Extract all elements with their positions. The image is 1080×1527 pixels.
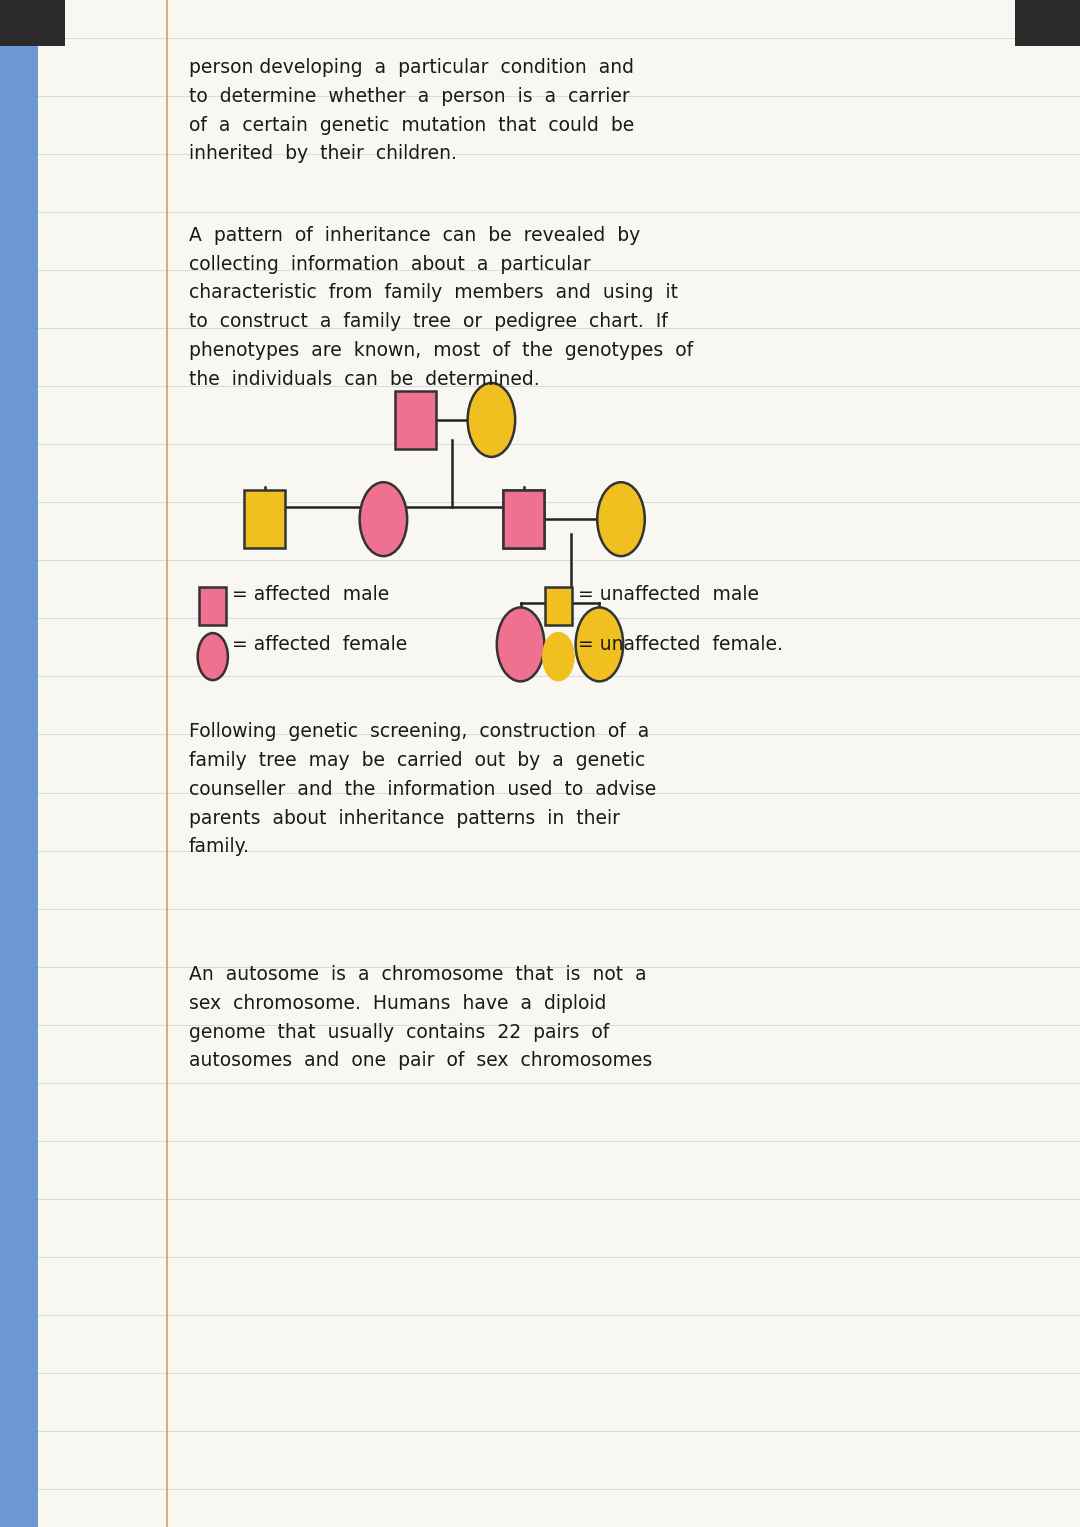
Ellipse shape	[576, 608, 623, 681]
Text: An  autosome  is  a  chromosome  that  is  not  a
sex  chromosome.  Humans  have: An autosome is a chromosome that is not …	[189, 965, 652, 1070]
Text: A  pattern  of  inheritance  can  be  revealed  by
collecting  information  abou: A pattern of inheritance can be revealed…	[189, 226, 693, 389]
FancyBboxPatch shape	[395, 391, 436, 449]
Ellipse shape	[543, 634, 573, 680]
Text: = unaffected  male: = unaffected male	[578, 585, 759, 603]
FancyBboxPatch shape	[503, 490, 544, 548]
Ellipse shape	[198, 634, 228, 680]
Bar	[0, 0, 38, 1527]
Text: = affected  male: = affected male	[232, 585, 390, 603]
Ellipse shape	[497, 608, 544, 681]
Bar	[1015, 0, 1080, 46]
Text: = unaffected  female.: = unaffected female.	[578, 635, 783, 654]
Ellipse shape	[360, 483, 407, 556]
FancyBboxPatch shape	[244, 490, 285, 548]
Bar	[0, 0, 65, 46]
FancyBboxPatch shape	[199, 586, 227, 626]
Text: person developing  a  particular  condition  and
to  determine  whether  a  pers: person developing a particular condition…	[189, 58, 634, 163]
FancyBboxPatch shape	[545, 586, 572, 626]
Ellipse shape	[597, 483, 645, 556]
Text: Following  genetic  screening,  construction  of  a
family  tree  may  be  carri: Following genetic screening, constructio…	[189, 722, 657, 857]
Text: = affected  female: = affected female	[232, 635, 407, 654]
FancyBboxPatch shape	[503, 490, 544, 548]
Ellipse shape	[468, 383, 515, 457]
